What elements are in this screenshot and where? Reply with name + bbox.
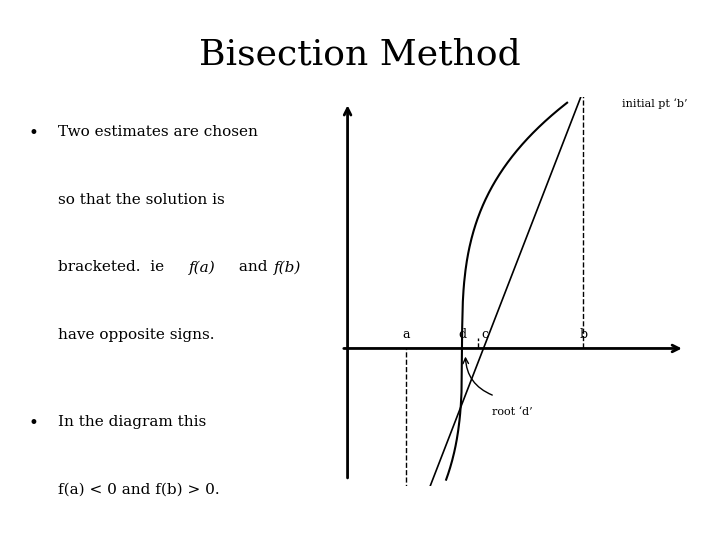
Text: bracketed.  ie: bracketed. ie	[58, 260, 168, 274]
Text: f(b): f(b)	[274, 260, 301, 275]
Text: •: •	[29, 415, 39, 433]
Text: have opposite signs.: have opposite signs.	[58, 328, 214, 342]
Text: f(a) < 0 and f(b) > 0.: f(a) < 0 and f(b) > 0.	[58, 483, 219, 497]
Text: c: c	[482, 328, 489, 341]
Text: Two estimates are chosen: Two estimates are chosen	[58, 125, 258, 139]
Text: root ‘d’: root ‘d’	[492, 407, 532, 417]
Text: initial pt ‘b’: initial pt ‘b’	[623, 99, 688, 110]
Text: Bisection Method: Bisection Method	[199, 38, 521, 72]
Text: f(a): f(a)	[189, 260, 216, 275]
Text: d: d	[458, 328, 466, 341]
Text: In the diagram this: In the diagram this	[58, 415, 206, 429]
Text: a: a	[402, 328, 410, 341]
Text: •: •	[29, 125, 39, 143]
Text: and: and	[234, 260, 272, 274]
Text: b: b	[579, 328, 588, 341]
Text: so that the solution is: so that the solution is	[58, 193, 225, 207]
